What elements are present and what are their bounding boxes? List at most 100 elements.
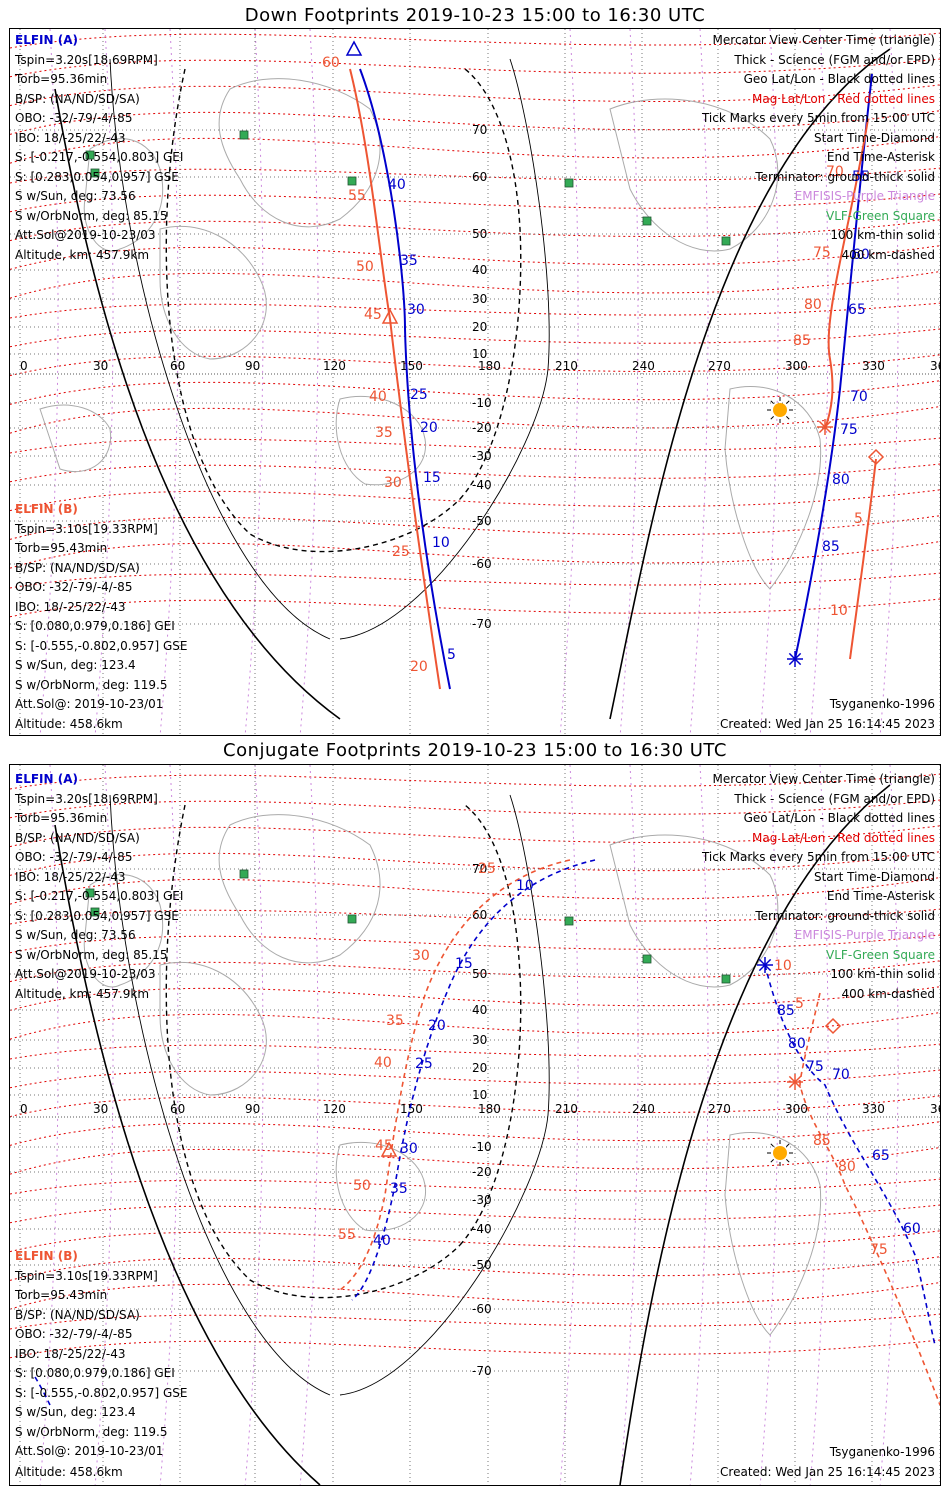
- legend-item: Mag Lat/Lon - Red dotted lines: [751, 91, 935, 106]
- lat-tick-label: -50: [472, 1258, 492, 1272]
- elfin-a-line: S: [0.283,0.054,0.957] GSE: [15, 908, 179, 923]
- track-a-minute-label: 80: [832, 472, 850, 488]
- lat-tick-label: 40: [472, 263, 487, 277]
- sun-ray: [786, 416, 790, 420]
- elfin-b-line: B/SP: (NA/ND/SD/SA): [15, 1307, 140, 1322]
- bottom-elfin-a-info: ELFIN (A) Tspin=3.20s[18.69RPM] Torb=95.…: [15, 770, 183, 1004]
- legend-item: Terminator: ground-thick solid: [755, 169, 935, 184]
- lat-tick-label: 20: [472, 320, 487, 334]
- sun-icon: [773, 403, 787, 417]
- continent-outline: [724, 1131, 822, 1336]
- continent-outline: [724, 385, 822, 590]
- elfin-a-line: Att.Sol@2019-10-23/03: [15, 967, 156, 981]
- elfin-b-line: Torb=95.43min: [15, 1288, 108, 1302]
- vlf-station-marker: [642, 216, 652, 226]
- track-b-minute-label: 60: [322, 55, 340, 71]
- mag-lat-line: [10, 986, 940, 1011]
- track-b-minute-label: 5: [795, 996, 804, 1012]
- lon-tick-label: 270: [708, 1102, 731, 1116]
- elfin-a-line: Tspin=3.20s[18.69RPM]: [15, 52, 158, 67]
- mag-lat-line: [10, 1256, 940, 1281]
- elfin-a-conjugate-track-east: [764, 964, 936, 1346]
- elfin-b-track-south: [849, 458, 877, 660]
- elfin-b-line: Tspin=3.10s[19.33RPM]: [15, 1268, 158, 1283]
- mag-lon-line: [809, 765, 829, 1485]
- elfin-b-line: Torb=95.43min: [15, 541, 108, 555]
- elfin-a-line: Altitude, km: 457.9km: [15, 986, 150, 1001]
- mag-lon-line: [299, 29, 319, 735]
- mag-lon-line: [759, 765, 779, 1485]
- track-a-minute-label: 20: [420, 420, 438, 436]
- lat-tick-label: 10: [472, 1088, 487, 1102]
- mag-lat-line: [10, 437, 940, 454]
- elfin-a-label: ELFIN (A): [15, 33, 78, 47]
- elfin-b-line: B/SP: (NA/ND/SD/SA): [15, 560, 140, 575]
- mag-lat-line: [10, 1313, 940, 1330]
- mag-lat-line: [10, 405, 940, 434]
- lon-tick-label: 270: [708, 359, 731, 373]
- elfin-a-line: B/SP: (NA/ND/SD/SA): [15, 91, 140, 106]
- elfin-b-line: IBO: 18/-25/22/-43: [15, 599, 126, 614]
- mag-lat-line: [10, 1095, 940, 1118]
- lon-tick-label: 300: [785, 1102, 808, 1116]
- elfin-a-line: IBO: 18/-25/22/-43: [15, 869, 126, 884]
- elfin-a-line: OBO: -32/-79/-4/-85: [15, 850, 133, 864]
- continent-outline: [159, 961, 267, 1096]
- track-a-minute-label: 10: [516, 878, 534, 894]
- continent-outline: [609, 834, 779, 988]
- track-b-minute-label: 45: [364, 307, 382, 323]
- terminator-100km: [109, 794, 331, 1396]
- legend-item: Terminator: ground-thick solid: [755, 908, 935, 923]
- vlf-station-marker: [721, 974, 731, 984]
- track-b-minute-label: 55: [348, 188, 366, 204]
- mag-lat-line: [10, 572, 940, 589]
- mag-lat-line: [10, 1069, 940, 1089]
- track-b-minute-label: 85: [793, 333, 811, 349]
- lon-tick-label: 0: [20, 359, 28, 373]
- elfin-b-line: S: [-0.555,-0.802,0.957] GSE: [15, 1385, 188, 1400]
- elfin-b-line: S: [0.080,0.979,0.186] GEI: [15, 1366, 175, 1380]
- track-b-minute-label: 85: [813, 1133, 831, 1149]
- center-time-triangle: [345, 40, 363, 56]
- elfin-a-track: [359, 68, 451, 690]
- mag-lat-line: [10, 58, 940, 78]
- mag-lon-line: [619, 765, 639, 1485]
- continent-outline: [39, 404, 112, 473]
- bottom-elfin-b-info: ELFIN (B) Tspin=3.10s[19.33RPM] Torb=95.…: [15, 1247, 188, 1462]
- track-b-minute-label: 35: [375, 425, 393, 441]
- elfin-b-line: S: [-0.555,-0.802,0.957] GSE: [15, 638, 188, 653]
- elfin-b-line: Att.Sol@: 2019-10-23/01: [15, 697, 164, 711]
- lon-tick-label: 90: [245, 359, 260, 373]
- track-b-minute-label: 30: [412, 948, 430, 964]
- lat-tick-label: -50: [472, 514, 492, 528]
- legend-item: Mercator View Center Time (triangle): [712, 772, 935, 786]
- mag-lat-line: [10, 328, 940, 348]
- terminator-thick: [54, 824, 321, 1485]
- elfin-a-line: S w/OrbNorm, deg: 85.15: [15, 947, 168, 962]
- lon-tick-label: 60: [170, 359, 185, 373]
- mag-lat-line: [10, 773, 940, 790]
- elfin-a-line: Altitude, km: 457.9km: [15, 247, 150, 262]
- track-a-minute-label: 25: [410, 387, 428, 403]
- top-map-frame: 0 30 60 90 120 150 180 210 240 270 300 330 360 70 60 50…: [9, 28, 941, 736]
- legend-item: EMFISIS-Purple Triangle: [794, 928, 935, 942]
- track-b-minute-label: 25: [392, 544, 410, 560]
- elfin-a-conjugate-track-sw: [34, 1376, 51, 1406]
- track-a-minute-label: 85: [822, 539, 840, 555]
- lon-tick-label: 300: [785, 359, 808, 373]
- elfin-a-line: S: [-0.217,-0.554,0.803] GEI: [15, 150, 184, 164]
- track-b-minute-label: 50: [353, 1178, 371, 1194]
- lon-tick-label: 330: [862, 1102, 885, 1116]
- vlf-station-marker: [347, 914, 357, 924]
- lon-tick-label: 240: [632, 1102, 655, 1116]
- elfin-a-line: Torb=95.36min: [15, 72, 108, 86]
- vlf-station-marker: [564, 178, 574, 188]
- legend-item: Start Time-Diamond: [813, 130, 935, 145]
- terminator-400km: [165, 68, 461, 553]
- mag-lat-line: [10, 270, 940, 299]
- lat-tick-label: -20: [472, 421, 492, 435]
- mag-lat-line: [10, 245, 940, 270]
- mag-lat-line: [10, 463, 940, 483]
- elfin-a-line: S w/Sun, deg: 73.56: [15, 928, 136, 942]
- legend-item: Geo Lat/Lon - Black dotted lines: [743, 72, 935, 86]
